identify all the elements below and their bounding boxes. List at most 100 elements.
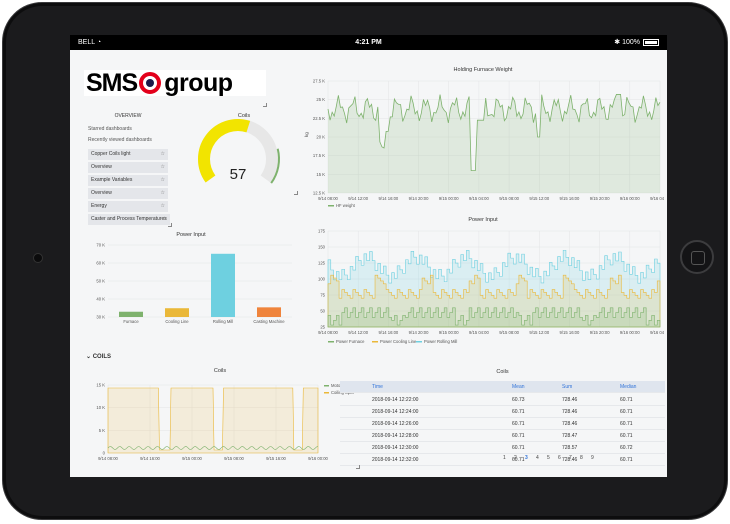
table-cell: 60.71 xyxy=(620,457,633,463)
y-tick-label: 25 xyxy=(320,325,325,330)
x-tick-label: 9/15 04:00 xyxy=(469,330,489,335)
dashboard-item[interactable]: Caster and Process Temperatures ☆ xyxy=(88,214,170,225)
star-icon[interactable]: ☆ xyxy=(160,151,165,157)
power-bar-chart: 70 K 60 K 50 K 40 K 30 K Furnace Cooling Line R… xyxy=(96,243,292,324)
x-tick-label: 9/15 04:00 xyxy=(469,196,489,201)
x-tick-label: 9/15 00:00 xyxy=(439,330,459,335)
screen: BELL ◔ 4:21 PM ✱ 100% SMS group OVERVIEW… xyxy=(70,35,667,477)
power-line-chart: 175 150 125 100 75 50 259/14 08:00 9/14 12:00 9/… xyxy=(318,229,667,345)
star-icon[interactable]: ☆ xyxy=(160,190,165,196)
legend-label: Power Rolling Mill xyxy=(424,339,457,344)
page-link[interactable]: 4 xyxy=(536,455,539,461)
dashboard-item[interactable]: Energy ☆ xyxy=(88,201,168,212)
x-tick-label: 9/15 08:00 xyxy=(499,196,519,201)
x-tick-label: Furnace xyxy=(123,319,139,324)
dashboard-item[interactable]: Overview ☆ xyxy=(88,162,168,173)
table-row: 2018-09-14 12:28:00 60.71 728.47 60.71 xyxy=(340,430,665,442)
gauge-threshold xyxy=(270,148,280,184)
wifi-icon: ◔ xyxy=(96,39,102,46)
page-link[interactable]: 9 xyxy=(591,455,594,461)
x-tick-label: 9/15 00:00 xyxy=(182,456,202,461)
legend-label: Power Cooling Line xyxy=(380,339,417,344)
page-link[interactable]: 2 xyxy=(514,455,517,461)
y-tick-label: 50 xyxy=(320,309,325,314)
page-link[interactable]: 8 xyxy=(580,455,583,461)
resize-handle[interactable] xyxy=(356,465,360,469)
y-tick-label: 100 xyxy=(318,277,326,282)
bar xyxy=(165,308,189,317)
page-link[interactable]: 1 xyxy=(503,455,506,461)
x-tick-label: 9/14 08:00 xyxy=(318,330,338,335)
table-row: 2018-09-14 12:22:00 60.73 728.46 60.71 xyxy=(340,394,665,406)
table-cell: 2018-09-14 12:32:00 xyxy=(372,457,419,463)
x-tick-label: 9/16 00:00 xyxy=(620,330,640,335)
holding-furnace-weight-panel: Holding Furnace Weight 27.5 K 25 K 22.5 K 2… xyxy=(302,65,667,211)
x-tick-label: 9/15 16:00 xyxy=(560,330,580,335)
x-tick-label: 9/15 16:00 xyxy=(266,456,286,461)
column-header-mean[interactable]: Mean xyxy=(512,384,525,390)
table-cell: 60.71 xyxy=(620,397,633,403)
table-cell: 2018-09-14 12:28:00 xyxy=(372,433,419,439)
page-link[interactable]: 6 xyxy=(558,455,561,461)
bar xyxy=(257,307,281,317)
bluetooth-icon: ✱ xyxy=(614,39,621,46)
table-cell: 2018-09-14 12:24:00 xyxy=(372,409,419,415)
table-cell: 728.46 xyxy=(562,409,578,415)
overview-title: OVERVIEW xyxy=(114,113,142,119)
page-link[interactable]: 5 xyxy=(547,455,550,461)
company-logo: SMS group xyxy=(84,69,266,97)
x-tick-label: 9/14 08:00 xyxy=(98,456,118,461)
x-tick-label: 9/15 08:00 xyxy=(499,330,519,335)
coils-section-toggle[interactable]: ⌄ COILS xyxy=(86,354,112,360)
recent-dashboards-link[interactable]: Recently viewed dashboards xyxy=(88,137,152,143)
table-cell: 60.71 xyxy=(512,409,525,415)
legend-label: Power Furnace xyxy=(336,339,365,344)
table-row: 2018-09-14 12:24:00 60.71 728.46 60.71 xyxy=(340,406,665,418)
x-tick-label: 9/15 20:00 xyxy=(590,330,610,335)
home-button[interactable] xyxy=(680,240,714,274)
power-bar-title: Power Input xyxy=(176,232,206,238)
star-icon[interactable]: ☆ xyxy=(162,216,167,222)
power-input-bar-panel: Power Input 70 K 60 K 50 K 40 K 30 K Furnace C… xyxy=(86,231,296,331)
table-cell: 728.46 xyxy=(562,421,578,427)
bar xyxy=(211,253,235,317)
resize-handle[interactable] xyxy=(263,103,267,107)
table-cell: 60.71 xyxy=(620,433,633,439)
weight-chart: 27.5 K25 K22.5 K20 K17.5 K15 K12.5 K9/14… xyxy=(304,79,667,209)
gauge-value: 57 xyxy=(230,166,247,183)
coils-chart-panel: Coils 15 K 10 K 5 K 0 9/14 08:00 9/14 16:00 9/… xyxy=(86,365,358,469)
x-tick-label: 9/15 12:00 xyxy=(529,330,549,335)
gauge-svg: 57 xyxy=(198,119,280,184)
table-cell: 60.71 xyxy=(512,457,525,463)
resize-handle[interactable] xyxy=(168,223,172,227)
page-link[interactable]: 7 xyxy=(569,455,572,461)
column-header-time[interactable]: Time xyxy=(372,384,383,390)
column-header-median[interactable]: Median xyxy=(620,384,637,390)
gauge-fill xyxy=(198,119,251,183)
dashboard-item[interactable]: Copper Coils light ☆ xyxy=(88,149,168,160)
x-tick-label: 9/14 12:00 xyxy=(348,330,368,335)
x-tick-label: 9/15 12:00 xyxy=(529,196,549,201)
carrier-label: BELL ◔ xyxy=(78,39,102,46)
column-header-sum[interactable]: Sum xyxy=(562,384,573,390)
x-tick-label: 9/14 20:00 xyxy=(409,330,429,335)
star-icon[interactable]: ☆ xyxy=(160,177,165,183)
table-header: Time Mean Sum Median xyxy=(340,381,665,393)
starred-dashboards-link[interactable]: Starred dashboards xyxy=(88,126,132,132)
x-tick-label: 9/15 08:00 xyxy=(224,456,244,461)
page-link[interactable]: 3 xyxy=(525,455,528,461)
y-tick-label: 20 K xyxy=(316,135,325,140)
resize-handle[interactable] xyxy=(294,191,298,195)
star-icon[interactable]: ☆ xyxy=(160,164,165,170)
x-tick-label: Cooling Line xyxy=(165,319,189,324)
front-camera xyxy=(33,253,43,263)
legend-swatch xyxy=(328,205,334,207)
star-icon[interactable]: ☆ xyxy=(160,203,165,209)
table-cell: 60.72 xyxy=(620,445,633,451)
table-cell: 2018-09-14 12:30:00 xyxy=(372,445,419,451)
dashboard-item[interactable]: Overview ☆ xyxy=(88,188,168,199)
dashboard-item[interactable]: Example Variables ☆ xyxy=(88,175,168,186)
x-tick-label: 9/14 08:00 xyxy=(318,196,338,201)
coiling-speed-series xyxy=(107,387,319,454)
furnace-series xyxy=(327,307,661,328)
